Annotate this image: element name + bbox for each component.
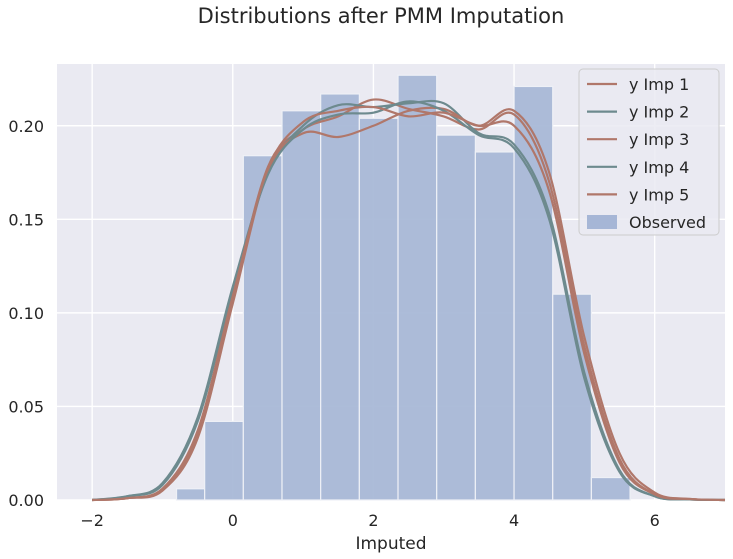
- histogram-bar: [513, 85, 554, 501]
- histogram-bar: [397, 74, 438, 501]
- legend-label: y Imp 4: [629, 158, 689, 177]
- histogram-bar: [436, 134, 476, 501]
- histogram-bar: [474, 151, 515, 501]
- histogram-bar: [590, 476, 631, 501]
- density-lines: [92, 98, 726, 502]
- x-tick-label: 2: [368, 511, 378, 530]
- histogram-bar: [242, 155, 283, 501]
- x-axis-label: Imputed: [355, 534, 426, 554]
- legend-label: y Imp 1: [629, 75, 689, 94]
- histogram-bar: [320, 93, 360, 501]
- x-tick-label: 4: [509, 511, 519, 530]
- y-tick-label: 0.10: [8, 304, 44, 323]
- series-line-imp-3: [92, 106, 726, 502]
- series-line-imp-4: [92, 100, 726, 502]
- histogram-bar: [204, 420, 244, 501]
- y-tick-label: 0.15: [8, 210, 44, 229]
- y-tick-label: 0.00: [8, 491, 44, 510]
- legend-label: y Imp 2: [629, 103, 689, 122]
- histogram-bar: [281, 110, 322, 501]
- chart-title: Distributions after PMM Imputation: [198, 4, 565, 28]
- x-tick-label: 0: [228, 511, 238, 530]
- legend: y Imp 1 y Imp 2 y Imp 3 y Imp 4 y Imp 5 Obser…: [578, 68, 720, 236]
- series-line-imp-1: [92, 98, 726, 502]
- x-tick-label: 6: [650, 511, 660, 530]
- y-tick-label: 0.05: [8, 397, 44, 416]
- tick-labels: −2 0 2 4 6 0.00 0.05 0.10 0.15 0.20: [8, 117, 659, 530]
- legend-label: y Imp 3: [629, 130, 689, 149]
- legend-patch-swatch: [587, 215, 617, 229]
- y-tick-label: 0.20: [8, 117, 44, 136]
- legend-label: y Imp 5: [629, 185, 689, 204]
- legend-label: Observed: [629, 213, 706, 232]
- histogram-bars: [175, 74, 631, 501]
- x-tick-label: −2: [80, 511, 104, 530]
- histogram-bar: [358, 117, 399, 501]
- histogram-bar: [175, 488, 206, 501]
- series-line-imp-5: [92, 105, 726, 502]
